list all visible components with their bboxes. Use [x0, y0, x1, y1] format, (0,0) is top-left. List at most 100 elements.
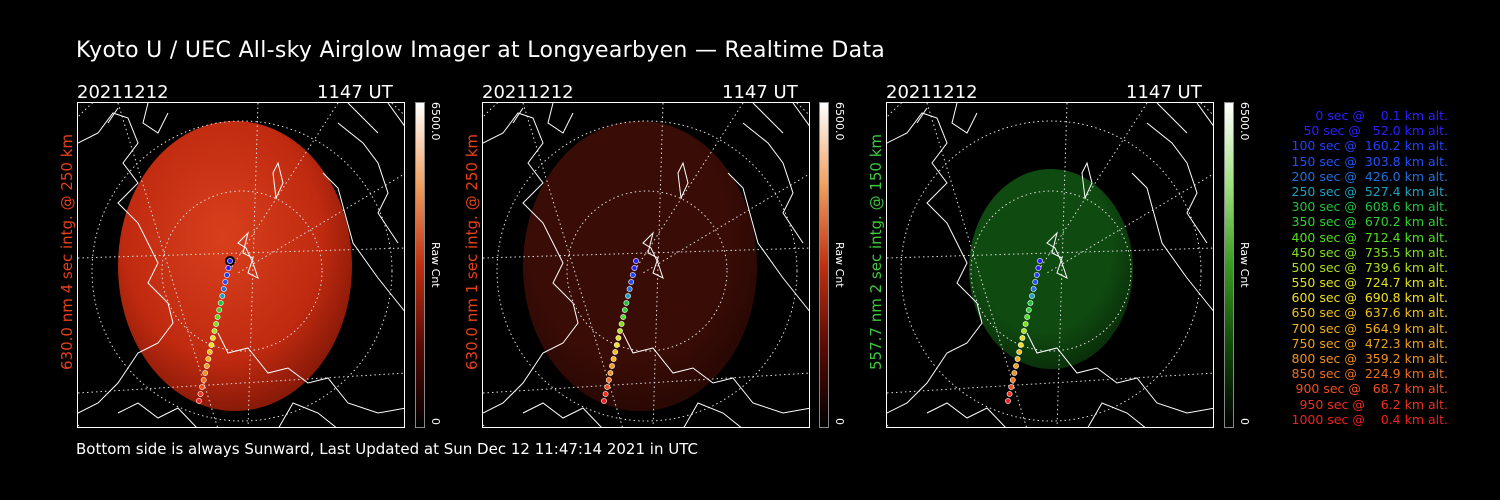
trajectory-point [631, 265, 638, 271]
legend-row: 600 sec @ 690.8 km alt. [1287, 290, 1449, 306]
trajectory-point [1021, 328, 1027, 334]
colorbar-unit-label: Raw Cnt [429, 242, 442, 288]
trajectory-point [225, 265, 232, 271]
trajectory-point [220, 286, 227, 292]
legend-row: 400 sec @ 712.4 km alt. [1287, 229, 1449, 245]
trajectory-point [1027, 300, 1034, 306]
colorbar-max-label: 6500.0 [833, 102, 846, 141]
allsky-image-panel [482, 102, 810, 428]
colorbar [819, 102, 829, 428]
legend-row: 250 sec @ 527.4 km alt. [1287, 183, 1449, 199]
trajectory-point [203, 363, 210, 369]
trajectory-point [607, 370, 614, 376]
trajectory-point [625, 293, 631, 299]
colorbar-min-label: 0 [429, 418, 442, 425]
legend-row: 950 sec @ 6.2 km alt. [1295, 396, 1448, 412]
trajectory-point [1006, 391, 1013, 397]
legend-row: 500 sec @ 739.6 km alt. [1287, 259, 1449, 275]
trajectory-point [1037, 258, 1043, 264]
trajectory-point [209, 335, 216, 341]
airglow-sky-disk [969, 169, 1133, 369]
legend-row: 50 sec @ 52.0 km alt. [1295, 123, 1448, 139]
trajectory-point [196, 398, 202, 404]
legend-row: 300 sec @ 608.6 km alt. [1287, 199, 1449, 215]
legend-row: 550 sec @ 724.7 km alt. [1287, 275, 1449, 291]
trajectory-point [1032, 279, 1039, 285]
panel-time: 1147 UT [722, 82, 798, 103]
page-title: Kyoto U / UEC All-sky Airglow Imager at … [76, 38, 886, 63]
colorbar-max-label: 6500.0 [429, 102, 442, 141]
graticule [483, 103, 809, 427]
trajectory-point [626, 286, 633, 292]
legend-row: 350 sec @ 670.2 km alt. [1287, 214, 1449, 230]
trajectory-point [1011, 370, 1018, 376]
trajectory-point [618, 321, 625, 327]
trajectory-point [213, 321, 219, 327]
graticule [78, 103, 404, 427]
trajectory-point [602, 391, 609, 397]
colorbar-max-label: 6500.0 [1238, 102, 1251, 141]
trajectory-point [223, 272, 230, 278]
panel-date: 20211212 [77, 82, 169, 103]
trajectory-point [612, 349, 619, 355]
trajectory-point [1016, 349, 1023, 355]
trajectory-point [610, 356, 617, 362]
trajectory-point [620, 314, 627, 320]
trajectory-legend: 0 sec @ 0.1 km alt. 50 sec @ 52.0 km alt… [1262, 108, 1449, 427]
coastlines [887, 103, 1213, 427]
legend-row: 200 sec @ 426.0 km alt. [1287, 168, 1449, 184]
trajectory-point [609, 363, 615, 369]
legend-row: 100 sec @ 160.2 km alt. [1287, 138, 1449, 154]
trajectory-point [216, 307, 223, 313]
rocket-trajectory [601, 258, 639, 404]
trajectory-point [227, 258, 233, 264]
trajectory-point [617, 328, 623, 334]
airglow-sky-disk [523, 121, 757, 411]
graticule [887, 103, 1213, 427]
trajectory-point [1035, 265, 1042, 271]
legend-row: 900 sec @ 68.7 km alt. [1291, 381, 1448, 397]
legend-row: 450 sec @ 735.5 km alt. [1287, 244, 1449, 260]
trajectory-point [1019, 335, 1026, 341]
panel-wavelength-label: 630.0 nm 4 sec intg. @ 250 km [58, 133, 76, 370]
colorbar [415, 102, 425, 428]
trajectory-point [615, 335, 622, 341]
legend-row: 700 sec @ 564.9 km alt. [1287, 320, 1449, 336]
trajectory-point [200, 377, 207, 383]
trajectory-point [202, 370, 209, 376]
trajectory-point [1008, 384, 1015, 390]
trajectory-point [628, 279, 635, 285]
trajectory-point [197, 391, 204, 397]
trajectory-point [1022, 321, 1029, 327]
trajectory-point [219, 293, 226, 299]
colorbar-unit-label: Raw Cnt [1238, 242, 1251, 288]
trajectory-point [222, 279, 229, 285]
panel-date: 20211212 [482, 82, 574, 103]
trajectory-point [1009, 377, 1016, 383]
coastlines [78, 103, 404, 427]
colorbar [1224, 102, 1234, 428]
trajectory-point [217, 300, 224, 306]
trajectory-point [1014, 356, 1021, 362]
rocket-trajectory [1005, 258, 1043, 404]
legend-row: 150 sec @ 303.8 km alt. [1287, 153, 1449, 169]
trajectory-point [633, 258, 639, 264]
legend-row: 0 sec @ 0.1 km alt. [1303, 108, 1448, 123]
trajectory-point [621, 307, 628, 313]
trajectory-point [211, 328, 218, 334]
trajectory-point [601, 398, 607, 404]
colorbar-min-label: 0 [833, 418, 846, 425]
panel-time: 1147 UT [317, 82, 393, 103]
trajectory-point [605, 377, 612, 383]
legend-row: 800 sec @ 359.2 km alt. [1287, 351, 1449, 366]
trajectory-point [623, 300, 630, 306]
trajectory-point [1017, 342, 1024, 348]
legend-row: 750 sec @ 472.3 km alt. [1287, 335, 1449, 351]
legend-row: 850 sec @ 224.9 km alt. [1287, 366, 1449, 382]
trajectory-point [1033, 272, 1040, 278]
trajectory-point [208, 342, 215, 348]
rocket-trajectory [196, 256, 235, 404]
trajectory-point [199, 384, 205, 390]
trajectory-point [1025, 307, 1032, 313]
trajectory-point [1029, 293, 1035, 299]
